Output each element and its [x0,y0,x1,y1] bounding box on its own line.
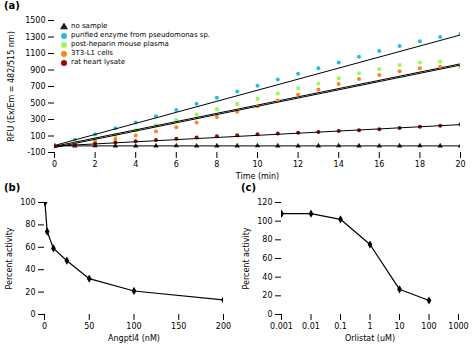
svg-text:100: 100 [257,217,272,226]
svg-text:100: 100 [421,322,436,331]
svg-text:900: 900 [30,66,45,75]
svg-text:Angptl4 (nM): Angptl4 (nM) [108,334,160,343]
html-text:(c): (c) [241,182,257,193]
svg-text:8: 8 [214,160,219,169]
svg-text:80: 80 [25,220,35,229]
svg-text:0.1: 0.1 [334,322,347,331]
svg-text:14: 14 [334,160,344,169]
svg-text:18: 18 [415,160,425,169]
svg-text:100: 100 [20,198,35,207]
svg-text:10: 10 [394,322,404,331]
svg-text:100: 100 [126,322,141,331]
svg-text:700: 700 [30,82,45,91]
svg-text:80: 80 [262,235,272,244]
html-text:no sample: no sample [71,22,108,30]
svg-text:0.01: 0.01 [302,322,320,331]
html-text:(a): (a) [4,0,20,11]
svg-text:200: 200 [216,322,231,331]
svg-text:0: 0 [267,310,272,319]
svg-text:Percent activity: Percent activity [242,227,251,289]
svg-text:20: 20 [262,291,272,300]
svg-text:50: 50 [84,322,94,331]
html-text:post-heparin mouse plasma: post-heparin mouse plasma [71,40,169,48]
svg-text:1500: 1500 [25,16,45,25]
svg-text:60: 60 [25,243,35,252]
svg-text:10: 10 [252,160,262,169]
svg-text:6: 6 [174,160,179,169]
html-text:purified enzyme from pseudomon: purified enzyme from pseudomonas sp. [71,31,211,39]
svg-text:Orlistat (uM): Orlistat (uM) [345,334,395,343]
svg-text:1000: 1000 [448,322,468,331]
svg-text:2: 2 [93,160,98,169]
svg-text:4: 4 [133,160,138,169]
svg-text:20: 20 [455,160,465,169]
svg-text:300: 300 [30,115,45,124]
html-text:(b): (b) [4,182,21,193]
svg-text:1300: 1300 [25,33,45,42]
html-text:rat heart lysate: rat heart lysate [71,58,126,66]
svg-text:500: 500 [30,99,45,108]
svg-text:16: 16 [374,160,384,169]
svg-text:RFU (Ex/Em = 482/515 nm): RFU (Ex/Em = 482/515 nm) [7,31,16,142]
svg-text:1: 1 [367,322,372,331]
svg-text:120: 120 [257,198,272,207]
svg-text:1100: 1100 [25,49,45,58]
svg-text:60: 60 [262,254,272,263]
svg-text:0.001: 0.001 [270,322,293,331]
svg-text:0: 0 [30,310,35,319]
svg-text:100: 100 [30,132,45,141]
html-text:3T3-L1 cells: 3T3-L1 cells [71,49,113,57]
svg-text:0: 0 [52,160,57,169]
svg-text:-100: -100 [27,148,45,157]
svg-text:20: 20 [25,288,35,297]
svg-text:12: 12 [293,160,303,169]
svg-text:Percent activity: Percent activity [5,227,14,289]
svg-text:Time (min): Time (min) [235,172,279,181]
svg-text:0: 0 [42,322,47,331]
svg-text:150: 150 [171,322,186,331]
svg-text:40: 40 [25,265,35,274]
svg-text:40: 40 [262,273,272,282]
